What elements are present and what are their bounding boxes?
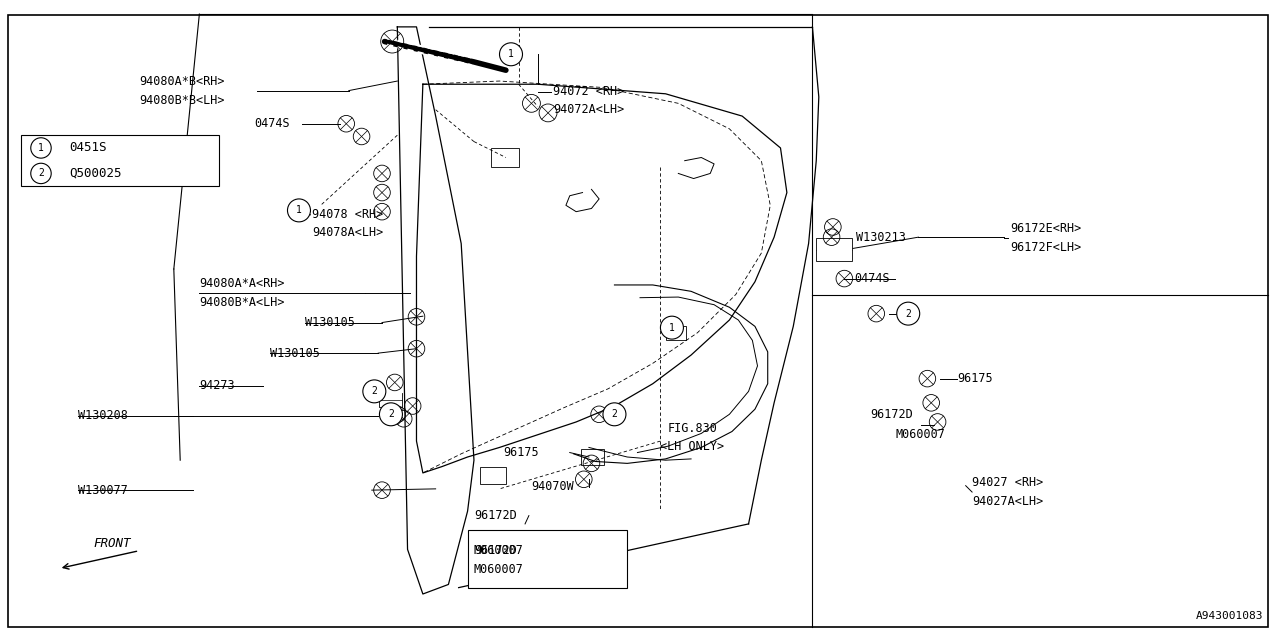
Text: 0474S: 0474S [255,117,289,130]
Bar [20,135,219,186]
Bar [490,148,518,167]
Bar [467,531,627,588]
Text: 2: 2 [38,168,44,179]
Text: 2: 2 [905,308,911,319]
Bar [817,239,852,261]
Ellipse shape [603,403,626,426]
Bar [666,326,686,340]
Ellipse shape [660,316,684,339]
Text: 1: 1 [669,323,675,333]
Text: 94070W: 94070W [531,481,575,493]
Text: 94080A*B<RH>: 94080A*B<RH> [140,74,225,88]
Ellipse shape [379,403,402,426]
Text: 1: 1 [508,49,515,60]
Text: 94273: 94273 [200,379,236,392]
Text: 96175: 96175 [503,446,539,459]
Ellipse shape [31,138,51,158]
Text: M060007: M060007 [474,563,524,576]
Text: W130105: W130105 [306,316,356,329]
Text: 0474S: 0474S [855,272,890,285]
Text: 94072 <RH>: 94072 <RH> [553,85,625,99]
Text: M060007: M060007 [474,544,524,557]
Bar [480,467,506,484]
Text: 94027 <RH>: 94027 <RH> [972,476,1043,489]
Text: 94080B*B<LH>: 94080B*B<LH> [140,93,225,107]
Ellipse shape [362,380,385,403]
Text: FRONT: FRONT [93,536,131,550]
Text: 96172D: 96172D [870,408,913,421]
Text: 94080A*A<RH>: 94080A*A<RH> [200,277,285,290]
Text: 94080B*A<LH>: 94080B*A<LH> [200,296,285,308]
Text: W130208: W130208 [78,409,128,422]
Text: 2: 2 [612,410,617,419]
Text: W130105: W130105 [270,347,320,360]
Text: 2: 2 [371,387,378,396]
Bar [581,449,604,465]
Text: 96175: 96175 [956,372,992,385]
Text: <LH ONLY>: <LH ONLY> [660,440,724,452]
Ellipse shape [897,302,920,325]
Text: A943001083: A943001083 [1196,611,1263,621]
Text: 96172F<LH>: 96172F<LH> [1010,241,1082,255]
Text: 0451S: 0451S [69,141,106,154]
Text: 1: 1 [38,143,44,153]
Text: Q500025: Q500025 [69,167,122,180]
Text: 94078A<LH>: 94078A<LH> [312,226,383,239]
Ellipse shape [499,43,522,66]
Text: 94078 <RH>: 94078 <RH> [312,209,383,221]
Text: W130077: W130077 [78,484,128,497]
Text: FIG.830: FIG.830 [668,422,718,435]
Ellipse shape [31,163,51,184]
Ellipse shape [288,199,311,222]
Text: W130213: W130213 [856,230,906,244]
Text: 96172D: 96172D [474,544,517,557]
Text: 96172E<RH>: 96172E<RH> [1010,222,1082,236]
Text: M060007: M060007 [896,428,946,441]
Text: 94072A<LH>: 94072A<LH> [553,103,625,116]
Text: 2: 2 [388,410,394,419]
Text: 1: 1 [296,205,302,216]
Text: 96172D: 96172D [474,509,517,522]
Text: 94027A<LH>: 94027A<LH> [972,495,1043,508]
